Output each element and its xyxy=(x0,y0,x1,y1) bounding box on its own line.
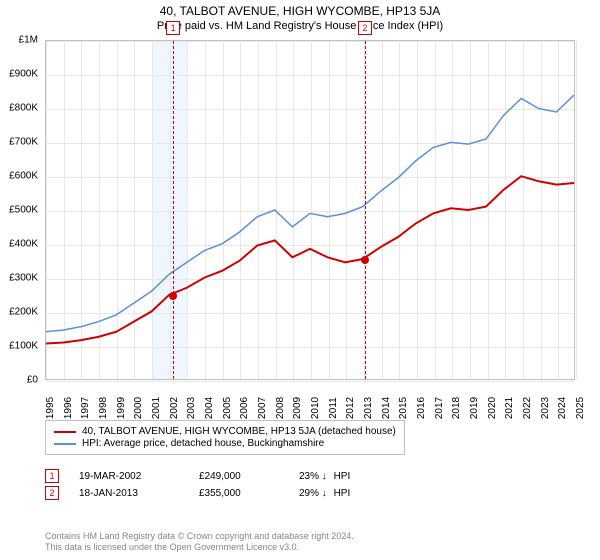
legend-swatch xyxy=(54,431,76,433)
x-tick-label: 2012 xyxy=(345,397,356,419)
x-tick-label: 2000 xyxy=(133,397,144,419)
x-tick-label: 2015 xyxy=(398,397,409,419)
x-tick-label: 2020 xyxy=(487,397,498,419)
y-tick-label: £700K xyxy=(9,137,38,148)
y-axis: £0£100K£200K£300K£400K£500K£600K£700K£80… xyxy=(0,40,42,380)
sale-marker-dot xyxy=(361,256,369,264)
x-tick-label: 2023 xyxy=(540,397,551,419)
series-line xyxy=(46,95,574,332)
x-tick-label: 1999 xyxy=(116,397,127,419)
y-tick-label: £900K xyxy=(9,69,38,80)
chart-container: 40, TALBOT AVENUE, HIGH WYCOMBE, HP13 5J… xyxy=(0,0,600,560)
x-tick-label: 2006 xyxy=(239,397,250,419)
footer-line: Contains HM Land Registry data © Crown c… xyxy=(45,531,354,543)
sale-date: 18-JAN-2013 xyxy=(79,488,199,499)
sales-row: 1 19-MAR-2002 £249,000 23% ↓ HPI xyxy=(45,469,359,483)
x-tick-label: 2004 xyxy=(204,397,215,419)
x-tick-label: 1996 xyxy=(63,397,74,419)
y-tick-label: £800K xyxy=(9,103,38,114)
chart-subtitle: Price paid vs. HM Land Registry's House … xyxy=(0,20,600,32)
y-tick-label: £200K xyxy=(9,307,38,318)
chart-title: 40, TALBOT AVENUE, HIGH WYCOMBE, HP13 5J… xyxy=(0,4,600,18)
footer-line: This data is licensed under the Open Gov… xyxy=(45,542,354,554)
down-arrow-icon: ↓ xyxy=(322,488,327,499)
y-tick-label: £600K xyxy=(9,171,38,182)
plot-area: 12 xyxy=(45,40,575,380)
x-tick-label: 2013 xyxy=(363,397,374,419)
x-tick-label: 2008 xyxy=(275,397,286,419)
sale-price: £249,000 xyxy=(199,471,299,482)
sale-marker-dot xyxy=(169,292,177,300)
y-tick-label: £0 xyxy=(27,375,38,386)
sale-price: £355,000 xyxy=(199,488,299,499)
sale-date: 19-MAR-2002 xyxy=(79,471,199,482)
x-tick-label: 2025 xyxy=(575,397,586,419)
x-tick-label: 2010 xyxy=(310,397,321,419)
x-tick-label: 2002 xyxy=(169,397,180,419)
x-tick-label: 1995 xyxy=(45,397,56,419)
x-tick-label: 2005 xyxy=(222,397,233,419)
x-tick-label: 2022 xyxy=(522,397,533,419)
y-tick-label: £400K xyxy=(9,239,38,250)
sale-marker-flag: 2 xyxy=(358,21,372,35)
legend-label: HPI: Average price, detached house, Buck… xyxy=(82,438,324,449)
title-block: 40, TALBOT AVENUE, HIGH WYCOMBE, HP13 5J… xyxy=(0,0,600,32)
sales-table: 1 19-MAR-2002 £249,000 23% ↓ HPI 2 18-JA… xyxy=(45,466,359,503)
legend-label: 40, TALBOT AVENUE, HIGH WYCOMBE, HP13 5J… xyxy=(82,426,396,437)
x-tick-label: 2011 xyxy=(328,397,339,419)
y-tick-label: £300K xyxy=(9,273,38,284)
x-tick-label: 1998 xyxy=(98,397,109,419)
footer: Contains HM Land Registry data © Crown c… xyxy=(45,531,354,554)
y-tick-label: £500K xyxy=(9,205,38,216)
x-tick-label: 2014 xyxy=(381,397,392,419)
y-tick-label: £100K xyxy=(9,341,38,352)
x-tick-label: 2018 xyxy=(451,397,462,419)
legend-swatch xyxy=(54,443,76,445)
x-tick-label: 2024 xyxy=(557,397,568,419)
x-tick-label: 2003 xyxy=(186,397,197,419)
sales-row: 2 18-JAN-2013 £355,000 29% ↓ HPI xyxy=(45,486,359,500)
legend: 40, TALBOT AVENUE, HIGH WYCOMBE, HP13 5J… xyxy=(45,420,405,455)
sale-marker-flag: 1 xyxy=(166,21,180,35)
legend-item: HPI: Average price, detached house, Buck… xyxy=(54,438,396,449)
legend-item: 40, TALBOT AVENUE, HIGH WYCOMBE, HP13 5J… xyxy=(54,426,396,437)
x-tick-label: 2001 xyxy=(151,397,162,419)
x-tick-label: 2017 xyxy=(434,397,445,419)
x-axis: 1995199619971998199920002001200220032004… xyxy=(45,382,575,412)
y-tick-label: £1M xyxy=(19,35,38,46)
x-tick-label: 2019 xyxy=(469,397,480,419)
series-line xyxy=(46,176,574,343)
x-tick-label: 2016 xyxy=(416,397,427,419)
chart-svg xyxy=(46,41,574,379)
x-tick-label: 1997 xyxy=(80,397,91,419)
sale-marker-box: 2 xyxy=(45,486,59,500)
x-tick-label: 2007 xyxy=(257,397,268,419)
down-arrow-icon: ↓ xyxy=(322,471,327,482)
sale-pct: 29% ↓ HPI xyxy=(299,488,359,499)
x-tick-label: 2009 xyxy=(292,397,303,419)
x-tick-label: 2021 xyxy=(504,397,515,419)
sale-marker-box: 1 xyxy=(45,469,59,483)
sale-pct: 23% ↓ HPI xyxy=(299,471,359,482)
